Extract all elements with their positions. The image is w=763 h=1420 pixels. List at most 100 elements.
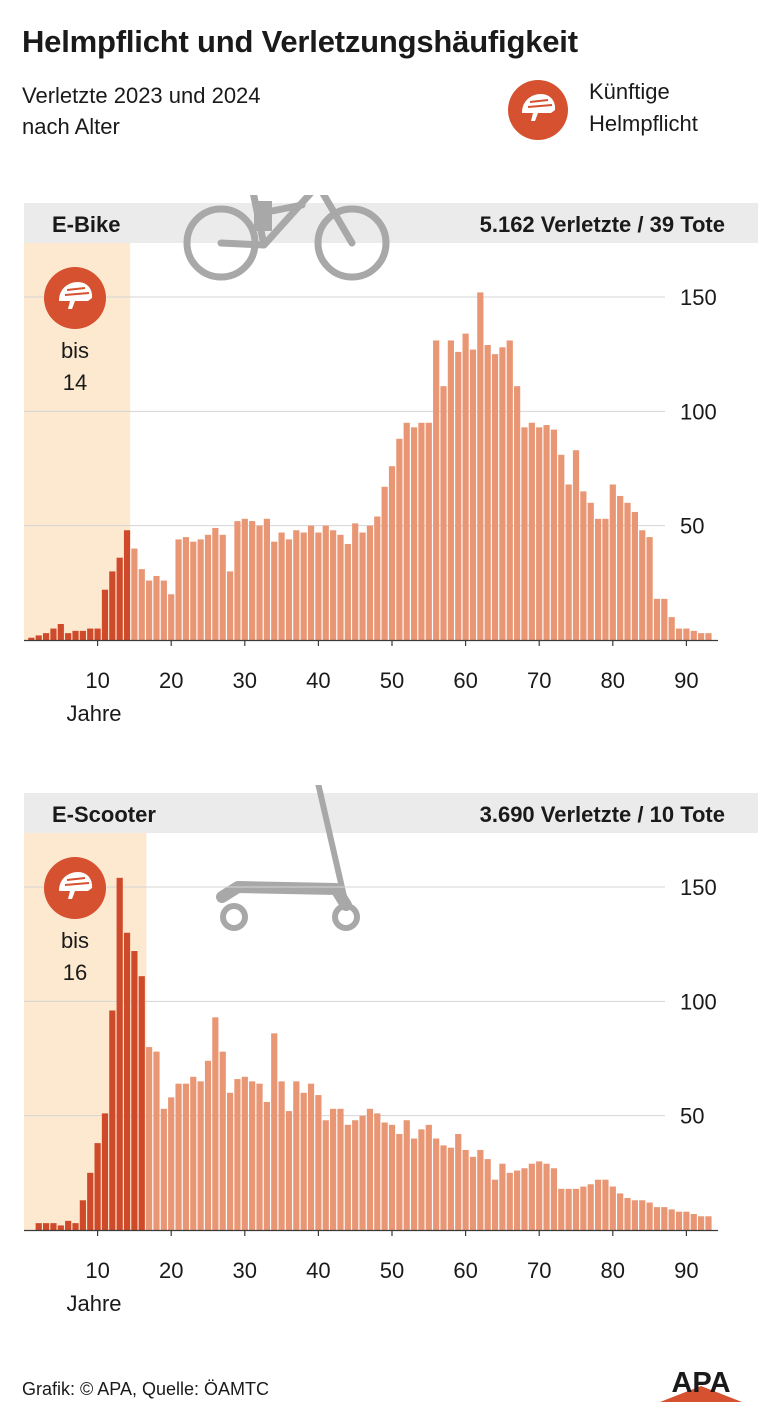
e-bike-bar xyxy=(536,427,543,640)
e-scooter-bar xyxy=(123,932,131,1230)
e-bike-bar xyxy=(624,502,631,640)
e-bike-bar xyxy=(447,340,454,640)
e-bike-bar xyxy=(146,580,153,640)
e-scooter-bar xyxy=(204,1060,212,1230)
e-scooter-bar xyxy=(315,1095,322,1230)
e-scooter-bar xyxy=(153,1051,160,1230)
e-bike-bar xyxy=(94,628,101,640)
helmet-badge-icon xyxy=(44,857,106,919)
e-bike-bar xyxy=(565,484,572,640)
e-scooter-bar xyxy=(609,1186,616,1230)
e-scooter-x-tick-label: 50 xyxy=(380,1258,404,1283)
e-bike-battery xyxy=(254,201,272,231)
e-bike-header-band xyxy=(24,203,758,243)
e-bike-x-tick-label: 10 xyxy=(85,668,109,693)
e-scooter-bar xyxy=(101,1113,109,1230)
e-scooter-deck xyxy=(216,881,352,911)
helmet-badge-lines xyxy=(64,877,90,886)
e-bike-bar xyxy=(197,539,204,640)
e-scooter-bar xyxy=(366,1108,374,1230)
e-bike-helmet-age-label: bis xyxy=(61,338,89,363)
e-scooter-bar xyxy=(514,1170,521,1230)
e-bike-x-tick-label: 90 xyxy=(674,668,698,693)
e-bike-bar xyxy=(109,571,116,640)
e-bike-bar xyxy=(403,422,410,640)
e-bike-bar xyxy=(234,521,241,640)
e-bike-bar xyxy=(42,633,50,640)
e-scooter-bar xyxy=(293,1081,300,1230)
e-scooter-bar xyxy=(116,877,123,1230)
e-scooter-bar xyxy=(72,1223,79,1230)
e-scooter-bar xyxy=(425,1124,432,1230)
e-scooter-bar xyxy=(307,1083,315,1230)
e-bike-x-tick-label: 30 xyxy=(233,668,257,693)
e-bike-bar xyxy=(123,530,131,640)
e-bike-bar xyxy=(79,630,86,640)
e-scooter-summary: 3.690 Verletzte / 10 Tote xyxy=(480,802,725,827)
e-scooter-bar xyxy=(388,1124,396,1230)
e-scooter-bar xyxy=(300,1092,307,1230)
e-scooter-bar xyxy=(344,1124,351,1230)
e-scooter-y-tick-label: 150 xyxy=(680,875,717,900)
e-bike-bar xyxy=(491,354,499,640)
e-scooter-y-tick-label: 100 xyxy=(680,989,717,1014)
e-scooter-x-tick-label: 20 xyxy=(159,1258,183,1283)
e-scooter-bar xyxy=(646,1202,653,1230)
e-scooter-bar xyxy=(410,1138,418,1230)
e-bike-bar xyxy=(101,589,109,640)
e-scooter-bar xyxy=(197,1081,204,1230)
e-scooter-bar xyxy=(337,1108,344,1230)
e-bike-bar xyxy=(204,534,212,640)
e-scooter-bar xyxy=(631,1200,638,1230)
e-bike-bar xyxy=(462,333,469,640)
e-bike-bar xyxy=(300,532,307,640)
e-bike-bar xyxy=(653,598,661,640)
e-bike-label: E-Bike xyxy=(52,212,120,237)
e-bike-bar xyxy=(675,628,683,640)
e-scooter-bar xyxy=(624,1197,631,1230)
e-scooter-stem xyxy=(315,785,349,908)
e-bike-bar xyxy=(617,495,624,640)
e-bike-bar xyxy=(285,539,293,640)
e-bike-bar xyxy=(455,351,462,640)
e-scooter-bar xyxy=(440,1145,447,1230)
e-bike-x-tick-label: 70 xyxy=(527,668,551,693)
e-scooter-bar xyxy=(330,1108,337,1230)
e-scooter-bar xyxy=(241,1076,248,1230)
e-scooter-bar xyxy=(35,1223,42,1230)
e-bike-bar xyxy=(514,386,521,640)
e-bike-bar xyxy=(388,466,396,640)
e-scooter-bar xyxy=(285,1111,293,1230)
e-bike-helmet-age-label: 14 xyxy=(63,370,87,395)
e-scooter-bar xyxy=(491,1179,499,1230)
e-scooter-front-wheel xyxy=(332,903,360,931)
e-scooter-bar xyxy=(212,1017,219,1230)
e-bike-front-wheel xyxy=(314,205,390,281)
e-bike-y-tick-label: 50 xyxy=(680,514,704,539)
chart-e-bike: E-Bike 5.162 Verletzte / 39 Tote 50 100 150 1… xyxy=(24,195,758,726)
e-bike-bar xyxy=(572,450,580,640)
e-scooter-x-axis-label: Jahre xyxy=(66,1291,121,1316)
helmet-badge-icon xyxy=(44,267,106,329)
e-scooter-label: E-Scooter xyxy=(52,802,156,827)
e-bike-bar xyxy=(690,630,697,640)
e-bike-bar xyxy=(521,427,528,640)
e-scooter-bar xyxy=(661,1207,668,1230)
e-bike-bar xyxy=(271,541,278,640)
e-bike-bar xyxy=(138,569,145,640)
e-scooter-x-tick-label: 60 xyxy=(453,1258,477,1283)
e-bike-bar xyxy=(506,340,513,640)
e-bike-bar xyxy=(72,630,79,640)
chart-e-scooter: E-Scooter 3.690 Verletzte / 10 Tote 50 100 1… xyxy=(24,785,758,1316)
e-scooter-bar xyxy=(705,1216,712,1230)
e-bike-bar xyxy=(322,525,329,640)
e-scooter-bar xyxy=(536,1161,543,1230)
e-bike-bar xyxy=(550,429,558,640)
e-bike-x-tick-label: 50 xyxy=(380,668,404,693)
e-scooter-bar xyxy=(374,1113,381,1230)
e-bike-bar xyxy=(219,534,226,640)
e-scooter-bar xyxy=(639,1200,646,1230)
e-scooter-bar xyxy=(506,1172,513,1230)
e-scooter-bar xyxy=(182,1083,190,1230)
e-scooter-bar xyxy=(160,1108,167,1230)
